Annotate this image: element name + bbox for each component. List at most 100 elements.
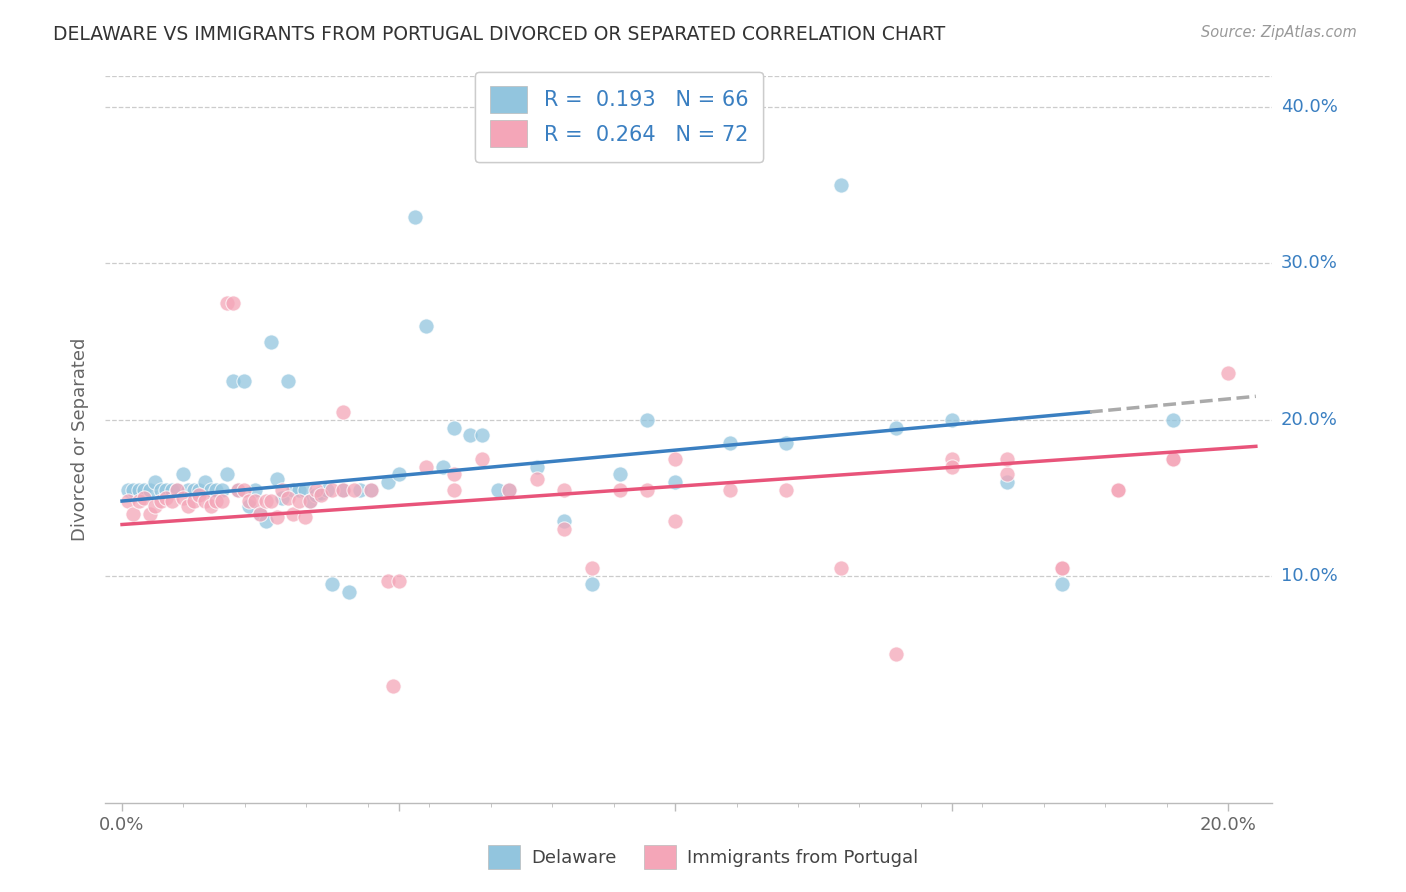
Point — [172, 491, 194, 505]
Point — [177, 499, 200, 513]
Point — [217, 467, 239, 482]
Point — [221, 374, 243, 388]
Point — [249, 507, 271, 521]
Point — [194, 475, 217, 490]
Point — [299, 494, 322, 508]
Point — [609, 483, 631, 497]
Point — [183, 483, 205, 497]
Point — [415, 459, 437, 474]
Point — [415, 318, 437, 333]
Point — [526, 459, 548, 474]
Point — [283, 507, 305, 521]
Point — [160, 494, 183, 508]
Point — [277, 374, 299, 388]
Point — [636, 413, 658, 427]
Point — [995, 475, 1018, 490]
Point — [1161, 413, 1184, 427]
Text: 20.0%: 20.0% — [1281, 411, 1337, 429]
Point — [299, 494, 322, 508]
Point — [995, 451, 1018, 466]
Point — [217, 295, 239, 310]
Point — [288, 483, 311, 497]
Legend: Delaware, Immigrants from Portugal: Delaware, Immigrants from Portugal — [481, 838, 925, 876]
Point — [553, 483, 575, 497]
Point — [122, 483, 145, 497]
Point — [238, 494, 260, 508]
Point — [177, 483, 200, 497]
Point — [720, 483, 742, 497]
Point — [166, 483, 188, 497]
Point — [526, 472, 548, 486]
Point — [143, 499, 166, 513]
Point — [188, 483, 211, 497]
Point — [211, 494, 233, 508]
Point — [332, 483, 354, 497]
Point — [1218, 366, 1240, 380]
Point — [226, 483, 249, 497]
Point — [1107, 483, 1129, 497]
Point — [266, 472, 288, 486]
Point — [226, 483, 249, 497]
Point — [155, 491, 177, 505]
Point — [283, 483, 305, 497]
Point — [288, 494, 311, 508]
Point — [128, 494, 150, 508]
Point — [941, 451, 963, 466]
Text: DELAWARE VS IMMIGRANTS FROM PORTUGAL DIVORCED OR SEPARATED CORRELATION CHART: DELAWARE VS IMMIGRANTS FROM PORTUGAL DIV… — [53, 25, 946, 44]
Point — [720, 436, 742, 450]
Point — [117, 494, 139, 508]
Point — [128, 483, 150, 497]
Point — [886, 647, 908, 661]
Point — [205, 494, 228, 508]
Point — [332, 483, 354, 497]
Point — [360, 483, 382, 497]
Point — [382, 679, 405, 693]
Point — [581, 561, 603, 575]
Point — [221, 295, 243, 310]
Point — [149, 494, 172, 508]
Point — [664, 515, 686, 529]
Point — [349, 483, 371, 497]
Point — [149, 483, 172, 497]
Point — [553, 522, 575, 536]
Point — [143, 475, 166, 490]
Point — [243, 483, 266, 497]
Y-axis label: Divorced or Separated: Divorced or Separated — [70, 338, 89, 541]
Point — [211, 483, 233, 497]
Point — [1161, 451, 1184, 466]
Point — [995, 467, 1018, 482]
Point — [254, 494, 277, 508]
Point — [360, 483, 382, 497]
Point — [243, 494, 266, 508]
Point — [664, 451, 686, 466]
Point — [188, 488, 211, 502]
Point — [343, 483, 366, 497]
Point — [443, 483, 465, 497]
Point — [443, 467, 465, 482]
Point — [1161, 451, 1184, 466]
Point — [117, 483, 139, 497]
Point — [309, 486, 332, 500]
Point — [1052, 561, 1074, 575]
Point — [387, 467, 409, 482]
Point — [172, 467, 194, 482]
Point — [830, 561, 852, 575]
Point — [443, 420, 465, 434]
Point — [1052, 577, 1074, 591]
Point — [155, 483, 177, 497]
Point — [486, 483, 509, 497]
Point — [260, 334, 283, 349]
Point — [337, 584, 360, 599]
Legend: R =  0.193   N = 66, R =  0.264   N = 72: R = 0.193 N = 66, R = 0.264 N = 72 — [475, 71, 763, 161]
Text: 10.0%: 10.0% — [1281, 567, 1337, 585]
Point — [315, 483, 337, 497]
Point — [138, 483, 160, 497]
Point — [266, 509, 288, 524]
Point — [498, 483, 520, 497]
Point — [232, 483, 254, 497]
Text: Source: ZipAtlas.com: Source: ZipAtlas.com — [1201, 25, 1357, 40]
Point — [432, 459, 454, 474]
Point — [377, 475, 399, 490]
Point — [232, 374, 254, 388]
Point — [134, 483, 156, 497]
